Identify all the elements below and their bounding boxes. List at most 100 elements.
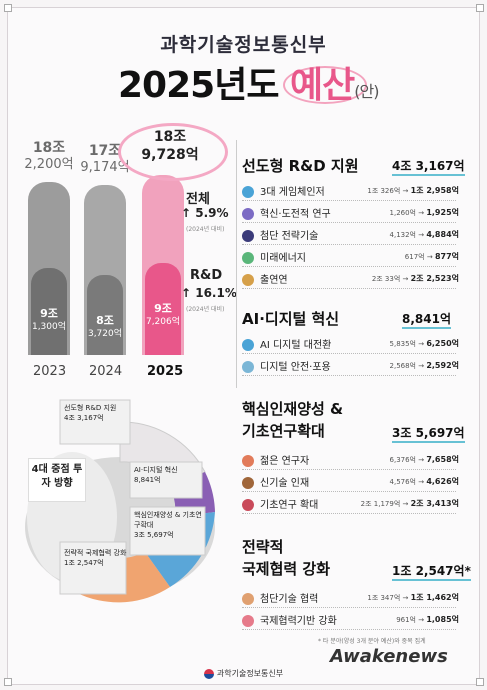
amount-2024: 2조 33억 (371, 275, 401, 283)
budget-item: 신기술 인재 (242, 474, 309, 489)
section-title: 전략적 국제협력 강화 (242, 538, 331, 578)
amount-2024: 1조 347억 (367, 594, 401, 602)
book-icon (242, 499, 254, 511)
researcher-icon (242, 274, 254, 286)
rd-bar-2025 (145, 263, 181, 355)
page-title: 2025년도 예산(안) (118, 56, 379, 108)
amount-2025: 2조 3,413억 (410, 499, 459, 508)
rocket-icon (242, 230, 254, 242)
amount-2024: 961억 (396, 616, 416, 624)
bulb-icon (242, 208, 254, 220)
footer: 과학기술정보통신부 (0, 668, 487, 679)
budget-item: 국제협력기반 강화 (242, 612, 337, 627)
budget-item-name: 출연연 (260, 275, 288, 286)
frame-corner (476, 678, 484, 686)
section-title: AI·디지털 혁신 (242, 310, 340, 328)
donut-label-rd-name: 선도형 R&D 지원 (64, 404, 117, 412)
donut-label-talent-amount: 3조 5,697억 (134, 531, 174, 539)
arrow-right-icon: → (400, 275, 411, 283)
watermark: Awakenews (330, 646, 448, 667)
briefcase-icon (242, 477, 254, 489)
donut-label-intl-amount: 1조 2,547억 (64, 559, 104, 567)
section-total: 3조 5,697억 (392, 424, 465, 443)
arrow-right-icon: → (416, 340, 427, 348)
budget-item-name: 3대 게임체인저 (260, 187, 325, 198)
person-icon (242, 455, 254, 467)
arrow-right-icon: → (400, 594, 411, 602)
donut-label-ai-name: AI·디지털 혁신 (134, 466, 178, 474)
rd-bar-2024 (87, 275, 123, 355)
growth-rd-label: R&D (190, 268, 223, 283)
rd-bar-2023 (31, 268, 67, 355)
budget-item-name: 젊은 연구자 (260, 456, 310, 467)
section-title: 핵심인재양성 & 기초연구확대 (242, 400, 344, 440)
budget-item-amount: 5,835억 → 6,250억 (390, 338, 459, 349)
budget-item: 미래에너지 (242, 249, 306, 264)
budget-item: 디지털 안전·포용 (242, 358, 331, 373)
budget-item-name: 혁신·도전적 연구 (260, 209, 331, 220)
year-label: 2024 (89, 364, 123, 379)
amount-2024: 2조 1,179억 (360, 500, 401, 508)
budget-item-name: 미래에너지 (260, 253, 306, 264)
amount-2025: 1조 2,958억 (410, 186, 459, 195)
growth-rd-pct-value: 16.1% (195, 286, 237, 300)
highlight-circle (283, 66, 367, 104)
frame-corner (4, 4, 12, 12)
amount-2025: 1,925억 (426, 208, 459, 217)
amount-2024: 1,260억 (389, 209, 416, 217)
section-total: 8,841억 (402, 310, 451, 329)
budget-item-amount: 6,376억 → 7,658억 (390, 454, 459, 465)
donut-label-talent-name: 핵심인재양성 & 기초연구확대 (134, 511, 202, 529)
budget-item-name: 신기술 인재 (260, 478, 310, 489)
amount-2024: 617억 (404, 253, 425, 261)
donut-label-intl-name: 전략적 국제협력 강화 (64, 549, 127, 557)
budget-item-amount: 2조 33억 → 2조 2,523억 (372, 273, 459, 284)
budget-item-amount: 2조 1,179억 → 2조 3,413억 (361, 498, 459, 509)
budget-item-amount: 1조 347억 → 1조 1,462억 (367, 592, 459, 603)
amount-2025: 4,884억 (426, 230, 459, 239)
row-divider (242, 244, 456, 245)
heart-hand-icon (242, 615, 254, 627)
total-bar-label: 17조 9,174억 (80, 143, 130, 175)
budget-item: 기초연구 확대 (242, 496, 318, 511)
budget-item-amount: 4,576억 → 4,626억 (390, 476, 459, 487)
donut-label-rd-amount: 4조 3,167억 (64, 414, 104, 422)
vertical-divider (236, 140, 237, 388)
arrow-right-icon: → (416, 362, 427, 370)
section-total: 1조 2,547억* (392, 562, 471, 581)
row-divider (242, 513, 456, 514)
amount-2024: 2,568억 (389, 362, 416, 370)
title-year: 2025년도 (118, 65, 279, 106)
title-budget: 예산 (289, 65, 355, 106)
rd-bar-label: 9조 7,206억 (145, 302, 181, 328)
growth-total-label: 전체 (186, 192, 210, 207)
chat-icon (242, 339, 254, 351)
budget-item: 젊은 연구자 (242, 452, 309, 467)
donut-label-talent: 핵심인재양성 & 기초연구확대 3조 5,697억 (134, 510, 206, 540)
budget-item: 첨단기술 협력 (242, 590, 318, 605)
arrow-right-icon: → (416, 231, 427, 239)
budget-item: AI 디지털 대전환 (242, 336, 331, 351)
shield-icon (242, 361, 254, 373)
section-title: 선도형 R&D 지원 (242, 157, 359, 175)
donut-label-ai-amount: 8,841억 (134, 476, 161, 484)
frame-corner (4, 678, 12, 686)
budget-item: 3대 게임체인저 (242, 183, 325, 198)
section-total: 4조 3,167억 (392, 157, 465, 176)
amount-2024: 1조 326억 (367, 187, 401, 195)
donut-label-intl: 전략적 국제협력 강화 1조 2,547억 (64, 548, 128, 568)
row-divider (242, 200, 456, 201)
growth-total-pct-value: 5.9% (195, 206, 229, 220)
row-divider (242, 288, 456, 289)
budget-item-name: 국제협력기반 강화 (260, 616, 337, 627)
year-label: 2025 (147, 364, 184, 379)
investment-donut (25, 399, 215, 603)
row-divider (242, 353, 456, 354)
amount-2024: 5,835억 (389, 340, 416, 348)
arrow-right-icon: → (400, 500, 411, 508)
rd-bar-label: 9조 1,300억 (31, 307, 67, 333)
footnote: * 타 분야(양성 3개 분야 예산)와 중복 집계 (318, 638, 426, 645)
total-bar-label: 18조 2,200억 (24, 140, 74, 172)
footer-text: 과학기술정보통신부 (216, 669, 284, 678)
